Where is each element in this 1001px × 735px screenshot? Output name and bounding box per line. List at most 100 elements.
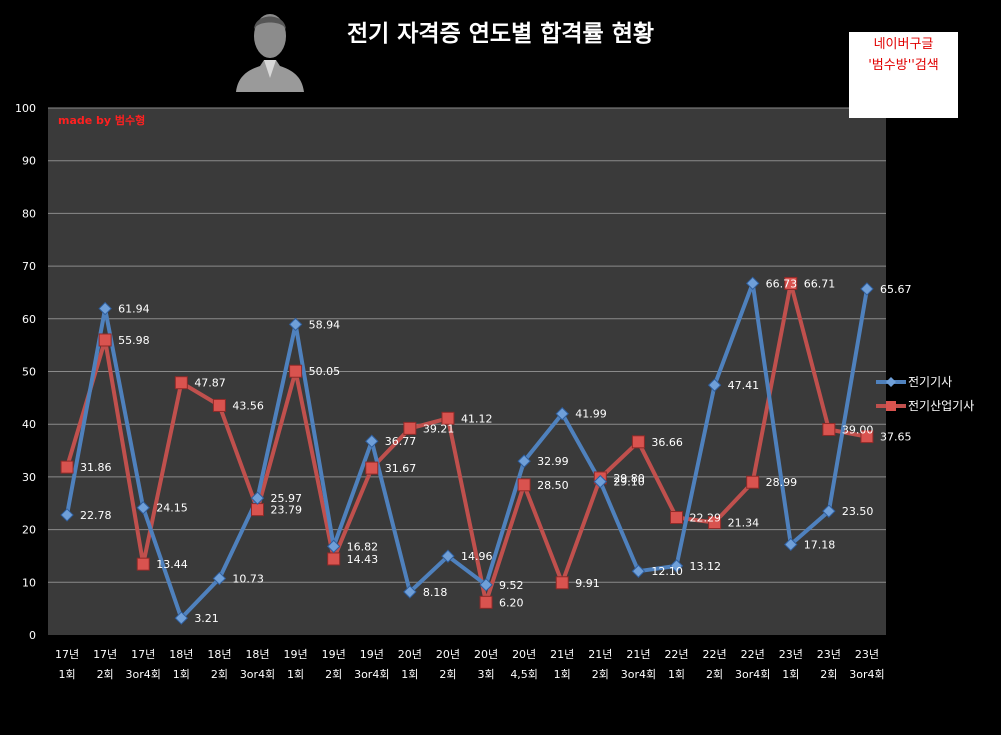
data-labels: 22.78 61.94 24.15 3.21 10.73 25.97 58.94 16.82 3… bbox=[80, 277, 911, 625]
data-label-electric: 41.99 bbox=[575, 408, 607, 421]
x-tick-label-round: 3or4회 bbox=[849, 668, 884, 681]
data-label-electric: 25.97 bbox=[271, 492, 303, 505]
marker-industrial bbox=[212, 398, 226, 412]
marker-electric bbox=[441, 549, 455, 563]
x-tick-label-year: 17년 bbox=[93, 648, 117, 661]
data-label-industrial: 28.50 bbox=[537, 479, 569, 492]
data-label-industrial: 36.66 bbox=[651, 436, 683, 449]
x-tick-label-year: 18년 bbox=[169, 648, 193, 661]
x-tick-label-year: 20년 bbox=[436, 648, 460, 661]
x-tick-label-round: 2회 bbox=[820, 668, 837, 681]
data-label-electric: 29.10 bbox=[613, 476, 645, 489]
x-tick-label-round: 1회 bbox=[668, 668, 685, 681]
marker-electric bbox=[365, 434, 379, 448]
y-tick-label: 90 bbox=[22, 155, 36, 168]
data-label-industrial: 66.71 bbox=[804, 277, 836, 290]
marker-industrial bbox=[555, 576, 569, 590]
data-label-electric: 36.77 bbox=[385, 435, 417, 448]
data-label-electric: 22.78 bbox=[80, 509, 112, 522]
y-tick-label: 80 bbox=[22, 207, 36, 220]
y-tick-label: 20 bbox=[22, 524, 36, 537]
marker-industrial bbox=[251, 503, 264, 517]
y-tick-label: 70 bbox=[22, 260, 36, 273]
marker-electric bbox=[212, 571, 227, 586]
marker-industrial bbox=[670, 511, 683, 525]
marker-electric bbox=[784, 537, 798, 552]
data-label-industrial: 43.56 bbox=[232, 399, 264, 412]
data-label-electric: 17.18 bbox=[804, 538, 836, 551]
y-tick-label: 60 bbox=[22, 313, 36, 326]
data-label-electric: 10.73 bbox=[232, 572, 264, 585]
data-label-electric: 14.96 bbox=[461, 550, 493, 563]
marker-electric bbox=[822, 504, 836, 518]
y-axis: 0 10 20 30 40 50 60 70 80 90 100 bbox=[15, 102, 36, 642]
note-line-2: '범수방''검색 bbox=[868, 58, 939, 73]
data-label-electric: 66.73 bbox=[766, 277, 798, 290]
marker-electric bbox=[60, 508, 74, 522]
data-label-industrial: 37.65 bbox=[880, 431, 912, 444]
marker-industrial bbox=[784, 276, 798, 290]
markers bbox=[60, 276, 874, 625]
x-tick-label-round: 3or4회 bbox=[240, 668, 275, 681]
series-line-electric bbox=[65, 281, 869, 621]
person-silhouette-icon bbox=[234, 4, 306, 96]
legend-marker bbox=[886, 377, 896, 387]
data-label-electric: 13.12 bbox=[690, 560, 722, 573]
data-label-industrial: 9.91 bbox=[575, 577, 600, 590]
marker-electric bbox=[517, 454, 531, 468]
x-tick-label-round: 2회 bbox=[706, 668, 723, 681]
marker-electric bbox=[136, 501, 150, 515]
data-label-electric: 61.94 bbox=[118, 303, 149, 316]
x-tick-label-round: 1회 bbox=[782, 668, 799, 681]
x-tick-label-round: 1회 bbox=[287, 668, 304, 681]
marker-electric bbox=[403, 585, 417, 599]
data-label-industrial: 22.29 bbox=[690, 512, 722, 525]
marker-electric bbox=[631, 564, 646, 578]
marker-electric bbox=[555, 407, 569, 421]
y-tick-label: 0 bbox=[29, 629, 36, 642]
x-tick-label-round: 1회 bbox=[554, 668, 571, 681]
marker-electric bbox=[479, 578, 493, 592]
series-line-industrial bbox=[65, 281, 868, 605]
marker-industrial bbox=[289, 364, 303, 378]
data-label-industrial: 41.12 bbox=[461, 412, 493, 425]
marker-industrial bbox=[517, 478, 531, 492]
data-label-industrial: 39.21 bbox=[423, 422, 455, 435]
y-tick-label: 30 bbox=[22, 471, 36, 484]
credit-text: made by 범수형 bbox=[58, 113, 145, 127]
marker-industrial bbox=[98, 333, 112, 347]
x-tick-label-year: 20년 bbox=[474, 648, 498, 661]
x-tick-label-round: 3or4회 bbox=[126, 668, 161, 681]
legend-label: 전기산업기사 bbox=[908, 399, 974, 413]
data-label-electric: 9.52 bbox=[499, 579, 523, 592]
data-label-industrial: 6.20 bbox=[499, 596, 523, 609]
chart-title: 전기 자격증 연도별 합격률 현황 bbox=[346, 21, 655, 47]
data-label-industrial: 23.79 bbox=[271, 504, 303, 517]
x-tick-label-year: 19년 bbox=[322, 648, 346, 661]
data-label-industrial: 28.99 bbox=[766, 476, 798, 489]
data-label-industrial: 31.86 bbox=[80, 461, 112, 474]
x-tick-label-year: 19년 bbox=[360, 648, 384, 661]
x-tick-label-year: 22년 bbox=[703, 648, 727, 661]
marker-industrial bbox=[822, 422, 836, 436]
data-label-industrial: 39.00 bbox=[842, 423, 874, 436]
marker-industrial bbox=[860, 430, 874, 444]
y-tick-label: 50 bbox=[22, 366, 36, 379]
marker-industrial bbox=[327, 552, 341, 566]
data-label-industrial: 29.80 bbox=[613, 472, 645, 485]
x-tick-label-round: 1회 bbox=[58, 668, 75, 681]
y-tick-label: 100 bbox=[15, 102, 36, 115]
marker-industrial bbox=[60, 460, 74, 474]
x-tick-label-year: 22년 bbox=[664, 648, 688, 661]
x-tick-label-year: 19년 bbox=[284, 648, 308, 661]
marker-electric bbox=[593, 474, 608, 489]
gridlines bbox=[48, 107, 886, 583]
x-tick-label-year: 23년 bbox=[779, 648, 803, 661]
marker-industrial bbox=[403, 421, 417, 435]
y-tick-label: 10 bbox=[22, 576, 36, 589]
marker-electric bbox=[250, 491, 265, 505]
marker-electric bbox=[707, 378, 722, 392]
legend-marker bbox=[886, 401, 896, 411]
data-label-industrial: 21.34 bbox=[728, 517, 760, 530]
